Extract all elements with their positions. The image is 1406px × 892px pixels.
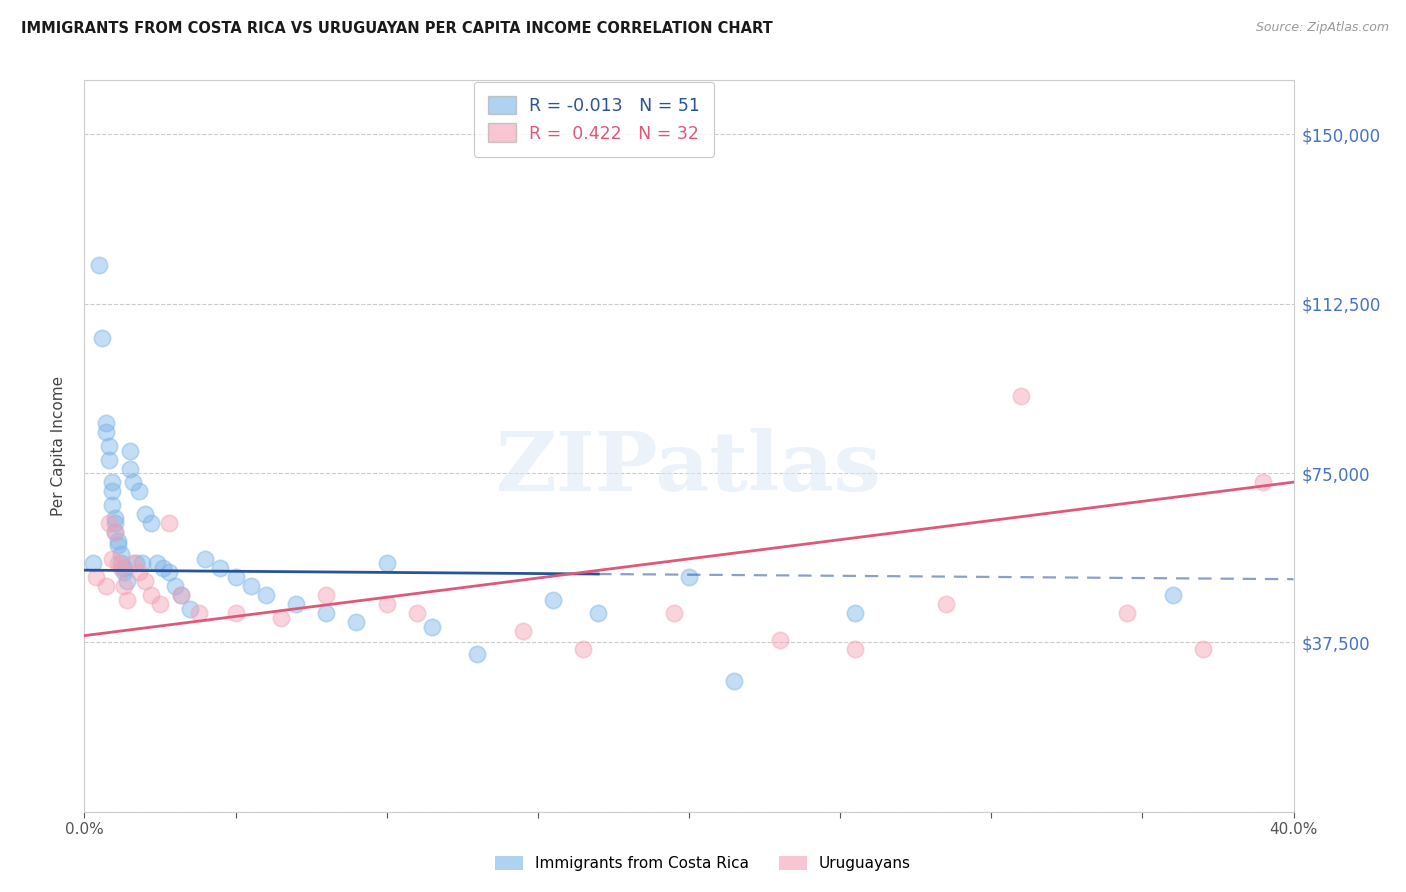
Point	[118, 443, 141, 458]
Point	[678, 570, 700, 584]
Point	[82, 557, 104, 571]
Point	[121, 475, 143, 489]
Point	[157, 516, 180, 530]
Point	[100, 484, 122, 499]
Point	[375, 597, 398, 611]
Legend: R = -0.013   N = 51, R =  0.422   N = 32: R = -0.013 N = 51, R = 0.422 N = 32	[474, 82, 714, 157]
Point	[315, 606, 337, 620]
Point	[107, 557, 129, 571]
Text: Source: ZipAtlas.com: Source: ZipAtlas.com	[1256, 21, 1389, 34]
Point	[270, 610, 292, 624]
Point	[1161, 588, 1184, 602]
Point	[662, 606, 685, 620]
Point	[100, 552, 122, 566]
Point	[139, 516, 162, 530]
Point	[115, 592, 138, 607]
Point	[149, 597, 172, 611]
Point	[112, 561, 135, 575]
Point	[1011, 389, 1033, 403]
Point	[110, 557, 132, 571]
Point	[97, 439, 120, 453]
Point	[115, 574, 138, 589]
Point	[97, 452, 120, 467]
Point	[420, 619, 443, 633]
Point	[254, 588, 277, 602]
Point	[225, 606, 247, 620]
Point	[935, 597, 957, 611]
Point	[94, 579, 117, 593]
Point	[146, 557, 169, 571]
Point	[1192, 642, 1215, 657]
Text: IMMIGRANTS FROM COSTA RICA VS URUGUAYAN PER CAPITA INCOME CORRELATION CHART: IMMIGRANTS FROM COSTA RICA VS URUGUAYAN …	[21, 21, 773, 36]
Point	[131, 557, 153, 571]
Point	[844, 642, 866, 657]
Legend: Immigrants from Costa Rica, Uruguayans: Immigrants from Costa Rica, Uruguayans	[489, 850, 917, 877]
Point	[179, 601, 201, 615]
Point	[285, 597, 308, 611]
Point	[89, 259, 111, 273]
Point	[134, 507, 156, 521]
Point	[107, 538, 129, 552]
Point	[112, 566, 135, 580]
Point	[467, 647, 489, 661]
Point	[107, 533, 129, 548]
Point	[170, 588, 193, 602]
Point	[165, 579, 187, 593]
Point	[209, 561, 232, 575]
Point	[100, 498, 122, 512]
Point	[104, 511, 127, 525]
Point	[128, 566, 150, 580]
Point	[188, 606, 211, 620]
Point	[1116, 606, 1139, 620]
Point	[769, 633, 792, 648]
Point	[118, 461, 141, 475]
Y-axis label: Per Capita Income: Per Capita Income	[51, 376, 66, 516]
Point	[375, 557, 398, 571]
Point	[157, 566, 180, 580]
Point	[94, 425, 117, 440]
Point	[121, 557, 143, 571]
Point	[134, 574, 156, 589]
Point	[104, 524, 127, 539]
Point	[97, 516, 120, 530]
Point	[104, 516, 127, 530]
Point	[139, 588, 162, 602]
Point	[723, 673, 745, 688]
Point	[315, 588, 337, 602]
Text: ZIPatlas: ZIPatlas	[496, 428, 882, 508]
Point	[125, 557, 148, 571]
Point	[152, 561, 174, 575]
Point	[588, 606, 610, 620]
Point	[91, 331, 114, 345]
Point	[100, 475, 122, 489]
Point	[94, 417, 117, 431]
Point	[572, 642, 595, 657]
Point	[406, 606, 429, 620]
Point	[239, 579, 262, 593]
Point	[112, 579, 135, 593]
Point	[1253, 475, 1275, 489]
Point	[110, 561, 132, 575]
Point	[104, 524, 127, 539]
Point	[844, 606, 866, 620]
Point	[86, 570, 108, 584]
Point	[110, 547, 132, 561]
Point	[194, 552, 217, 566]
Point	[225, 570, 247, 584]
Point	[170, 588, 193, 602]
Point	[541, 592, 564, 607]
Point	[128, 484, 150, 499]
Point	[346, 615, 368, 629]
Point	[512, 624, 534, 639]
